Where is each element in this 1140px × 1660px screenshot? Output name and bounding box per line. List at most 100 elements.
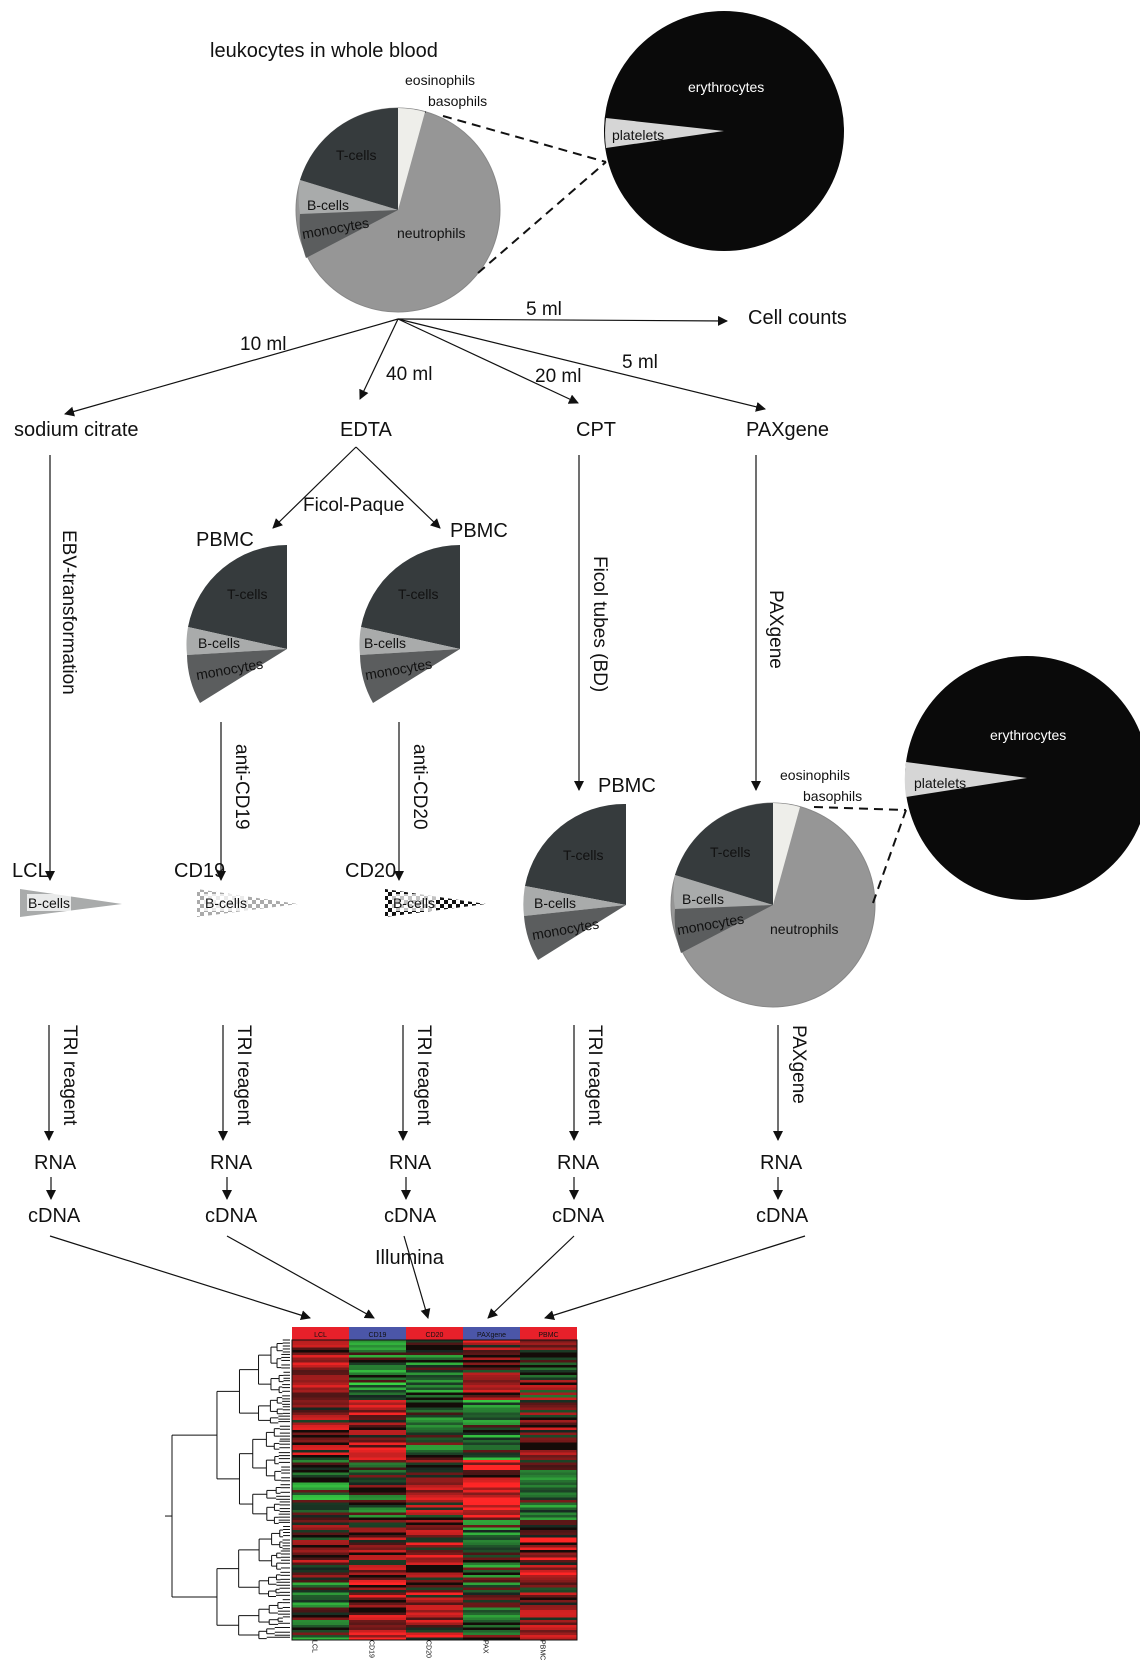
heatmap-cell — [406, 1355, 463, 1358]
heatmap-cell — [349, 1500, 406, 1503]
heatmap-cell — [349, 1492, 406, 1496]
heatmap-cell — [406, 1525, 463, 1528]
heatmap-cell — [520, 1457, 577, 1461]
heatmap-cell — [463, 1555, 520, 1558]
heatmap-cell — [292, 1602, 349, 1606]
heatmap-cell — [406, 1600, 463, 1603]
heatmap-cell — [406, 1630, 463, 1633]
heatmap-cell — [292, 1425, 349, 1428]
heatmap-cell — [520, 1372, 577, 1376]
heatmap-cell — [520, 1520, 577, 1523]
heatmap-cell — [349, 1540, 406, 1543]
heatmap-cell — [463, 1480, 520, 1483]
heatmap-cell — [520, 1627, 577, 1631]
cpt-bcells: B-cells — [534, 895, 576, 911]
heatmap-cell — [520, 1525, 577, 1528]
heatmap-cell — [463, 1500, 520, 1503]
pax-tcells: T-cells — [710, 844, 750, 860]
heatmap-cell — [292, 1400, 349, 1403]
heatmap-cell — [349, 1632, 406, 1636]
cdna-2: cDNA — [205, 1205, 258, 1227]
rna-4: RNA — [557, 1152, 600, 1174]
heatmap-cell — [520, 1392, 577, 1396]
heatmap-cell — [406, 1442, 463, 1446]
heatmap-cell — [520, 1442, 577, 1446]
heatmap-cell — [349, 1627, 406, 1631]
heatmap-cell — [463, 1532, 520, 1536]
heatmap-cell — [292, 1565, 349, 1568]
heatmap-cell — [463, 1407, 520, 1411]
heatmap-cell — [463, 1460, 520, 1463]
heatmap-col-header-4 — [520, 1327, 577, 1340]
heatmap-cell — [463, 1455, 520, 1458]
heatmap-cell — [406, 1467, 463, 1471]
heatmap-cell — [349, 1537, 406, 1541]
heatmap-cell — [292, 1480, 349, 1483]
heatmap-cell — [520, 1455, 577, 1458]
heatmap-cell — [406, 1350, 463, 1353]
heatmap-cell — [349, 1557, 406, 1561]
heatmap-cell — [520, 1417, 577, 1421]
heatmap-cell — [406, 1547, 463, 1551]
heatmap-cell — [349, 1555, 406, 1558]
pbmc-label-1: PBMC — [196, 529, 254, 551]
heatmap-cell — [406, 1485, 463, 1488]
heatmap-cell — [520, 1567, 577, 1571]
heatmap-cell — [292, 1407, 349, 1411]
pax-zoom-lower — [872, 809, 907, 904]
heatmap-cell — [292, 1485, 349, 1488]
heatmap-cell — [292, 1365, 349, 1368]
process-arrows — [45, 446, 761, 881]
heatmap-cell — [406, 1622, 463, 1626]
heatmap-cell — [520, 1572, 577, 1576]
heatmap-cell — [463, 1467, 520, 1471]
heatmap-cell — [520, 1485, 577, 1488]
heatmap-cell — [349, 1580, 406, 1583]
heatmap-cell — [292, 1545, 349, 1548]
heatmap-cell — [349, 1447, 406, 1451]
heatmap-cell — [520, 1475, 577, 1478]
heatmap-cell — [406, 1490, 463, 1493]
heatmap-cell — [463, 1620, 520, 1623]
heatmap-cell — [349, 1407, 406, 1411]
heatmap-cell — [349, 1432, 406, 1436]
heatmap-cell — [292, 1495, 349, 1498]
heatmap-cell — [406, 1370, 463, 1373]
heatmap-cell — [520, 1342, 577, 1346]
heatmap-cell — [463, 1360, 520, 1363]
heatmap-cell — [406, 1367, 463, 1371]
heatmap-cell — [463, 1345, 520, 1348]
heatmap-cell — [349, 1495, 406, 1498]
heatmap-cell — [292, 1372, 349, 1376]
heatmap-cell — [463, 1442, 520, 1446]
pbmc-label-2: PBMC — [450, 520, 508, 542]
heatmap-cell — [463, 1597, 520, 1601]
heatmap-cell — [463, 1367, 520, 1371]
rna-1: RNA — [34, 1152, 77, 1174]
heatmap-cell — [292, 1347, 349, 1351]
heatmap-cell — [292, 1420, 349, 1423]
heatmap-cell — [292, 1460, 349, 1463]
heatmap-cell — [463, 1405, 520, 1408]
rbc-pie-paxgene — [904, 656, 1140, 900]
heatmap-cell — [406, 1507, 463, 1511]
heatmap-cell — [292, 1345, 349, 1348]
heatmap-cell — [406, 1562, 463, 1566]
heatmap-cell — [406, 1347, 463, 1351]
heatmap-cell — [520, 1435, 577, 1438]
heatmap-cell — [406, 1597, 463, 1601]
heatmap-cell — [349, 1617, 406, 1621]
heatmap-cell — [292, 1585, 349, 1588]
heatmap-cell — [406, 1632, 463, 1636]
heatmap-cell — [406, 1410, 463, 1413]
heatmap-cell — [406, 1512, 463, 1516]
heatmap-cell — [463, 1430, 520, 1433]
heatmap-cell — [406, 1560, 463, 1563]
heatmap-cell — [406, 1577, 463, 1581]
heatmap-cell — [463, 1382, 520, 1386]
heatmap-cell — [292, 1417, 349, 1421]
heatmap-cell — [520, 1602, 577, 1606]
heatmap-cell — [349, 1480, 406, 1483]
heatmap-cell — [406, 1390, 463, 1393]
heatmap-cell — [292, 1552, 349, 1556]
